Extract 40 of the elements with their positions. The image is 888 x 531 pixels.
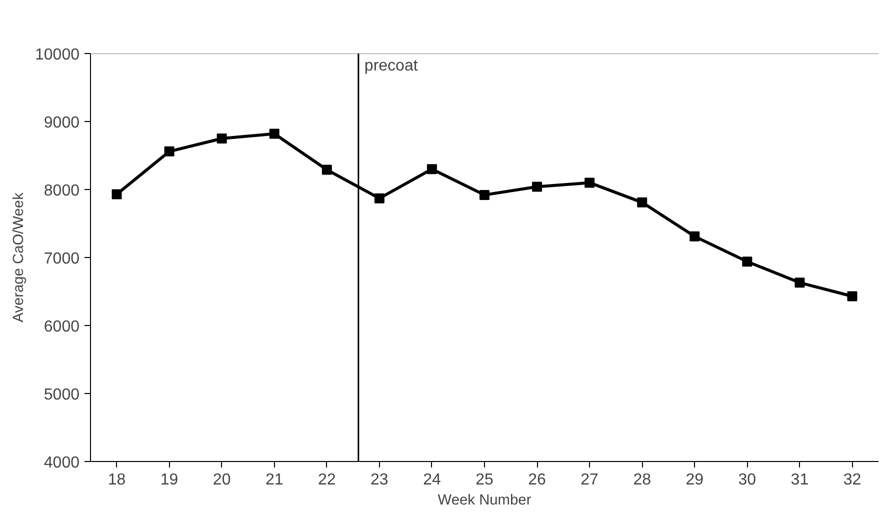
point: [269, 128, 280, 139]
x-axis-title: Week Number: [438, 492, 532, 508]
point: [742, 256, 752, 267]
x-tick-label: 26: [528, 472, 546, 488]
x-tick-label: 23: [370, 472, 388, 488]
x-tick-label: 19: [160, 472, 178, 488]
point: [847, 291, 858, 302]
x-tick-label: 22: [318, 472, 336, 488]
x-tick-label: 29: [686, 472, 704, 488]
y-tick-label: 5000: [44, 386, 80, 404]
y-axis-title: Average CaO/Week: [11, 192, 28, 322]
point: [637, 197, 648, 208]
point: [112, 189, 122, 200]
x-tick-label: 25: [476, 472, 494, 488]
y-tick-label: 4000: [44, 454, 80, 472]
y-tick-label: 10000: [35, 46, 80, 64]
x-tick-label: 20: [212, 472, 231, 488]
point: [584, 178, 595, 188]
x-tick-label: 24: [423, 472, 441, 488]
x-tick-label: 30: [738, 472, 756, 488]
point: [164, 146, 174, 156]
x-tick-label: 18: [108, 472, 126, 488]
y-tick-label: 9000: [44, 114, 80, 132]
x-tick-label: 32: [843, 472, 862, 488]
point: [374, 193, 384, 204]
point: [690, 231, 700, 242]
ref-line-label: precoat: [364, 58, 418, 74]
x-tick-label: 21: [265, 472, 284, 488]
x-tick-label: 31: [790, 472, 809, 488]
point: [532, 182, 542, 192]
point: [216, 134, 227, 144]
point: [322, 164, 332, 175]
point: [426, 164, 437, 174]
y-tick-label: 6000: [44, 318, 80, 336]
point: [480, 190, 490, 200]
x-tick-label: 28: [633, 472, 652, 488]
point: [794, 278, 805, 288]
y-tick-label: 8000: [44, 182, 80, 200]
y-tick-label: 7000: [44, 250, 80, 268]
x-tick-label: 27: [580, 472, 599, 488]
